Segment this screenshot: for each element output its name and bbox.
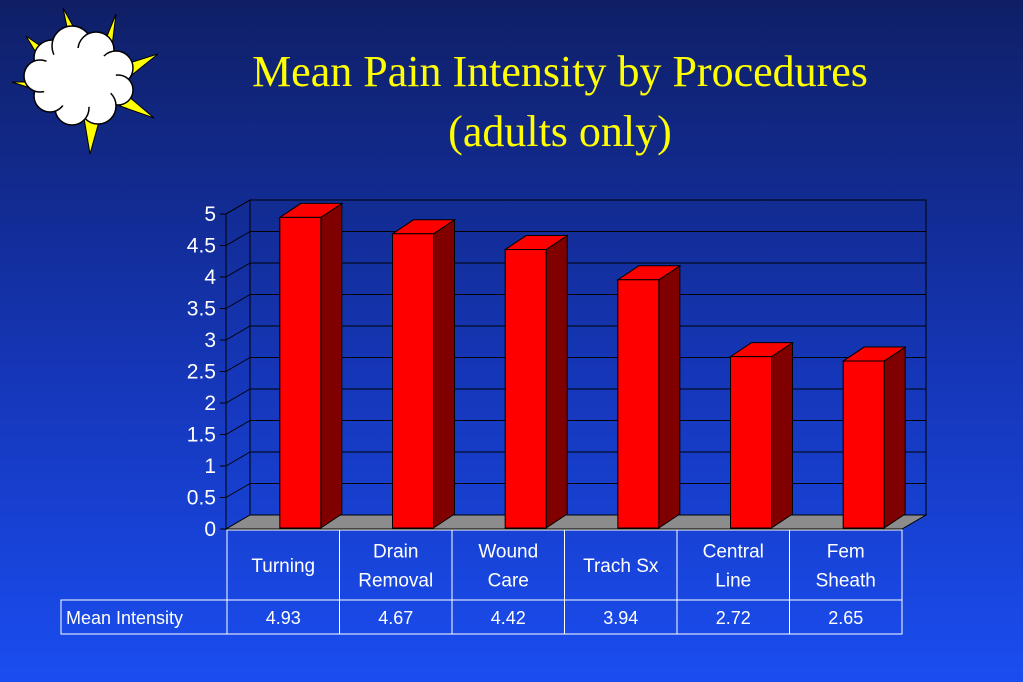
chart-title-line1: Mean Pain Intensity by Procedures xyxy=(252,47,868,96)
bar-front xyxy=(730,356,772,529)
bar-front xyxy=(392,233,434,529)
data-label: 4.42 xyxy=(491,608,526,628)
category-label: Line xyxy=(715,571,751,592)
y-tick-label: 0 xyxy=(204,518,216,541)
y-tick-label: 2.5 xyxy=(187,361,216,384)
data-label: 2.65 xyxy=(828,608,863,628)
y-tick-label: 4 xyxy=(204,266,216,289)
gridline-side xyxy=(225,199,251,215)
bar xyxy=(503,234,569,529)
y-tick-label: 1 xyxy=(204,455,216,478)
data-label: 2.72 xyxy=(716,608,751,628)
bar-front xyxy=(842,360,885,529)
chart-title: Mean Pain Intensity by Procedures (adult… xyxy=(150,42,970,162)
gridline-side xyxy=(225,262,251,278)
gridline-side xyxy=(225,483,251,498)
category-label: Fem xyxy=(827,542,865,563)
gridline-side xyxy=(225,388,251,404)
category-label: Turning xyxy=(251,556,315,577)
category-label: Trach Sx xyxy=(583,556,659,577)
bar-side xyxy=(320,202,343,529)
bar-side xyxy=(771,341,793,529)
chart-title-line2: (adults only) xyxy=(448,107,672,156)
bar-front xyxy=(279,216,322,529)
category-label: Wound xyxy=(478,542,538,563)
category-label: Care xyxy=(488,571,529,592)
y-tick-label: 4.5 xyxy=(187,235,216,258)
sun-cloud-icon xyxy=(11,7,158,155)
bar xyxy=(841,346,907,529)
category-label: Central xyxy=(703,542,764,563)
bar-front xyxy=(504,249,547,529)
data-label: 4.67 xyxy=(378,608,413,628)
bar-front xyxy=(617,279,660,529)
gridline-side xyxy=(225,294,251,309)
data-label: 3.94 xyxy=(603,608,638,628)
bar-side xyxy=(658,264,681,529)
gridline-side xyxy=(225,420,251,435)
y-tick-label: 3.5 xyxy=(187,298,216,321)
bar xyxy=(728,341,795,529)
y-tick-label: 0.5 xyxy=(187,487,216,510)
y-tick-label: 1.5 xyxy=(187,424,216,447)
category-label: Removal xyxy=(358,571,433,592)
data-table-label-cell xyxy=(60,599,228,635)
bar-side xyxy=(433,218,455,529)
gridline-side xyxy=(225,357,251,372)
y-tick-label: 2 xyxy=(204,392,216,415)
data-label: 4.93 xyxy=(266,608,301,628)
gridline-side xyxy=(225,231,251,246)
bar xyxy=(616,264,682,529)
gridline-side xyxy=(225,325,251,341)
gridline-side xyxy=(225,451,251,467)
series-label: Mean Intensity xyxy=(66,608,183,628)
category-label: Drain xyxy=(373,542,418,563)
y-tick-label: 5 xyxy=(204,203,216,226)
bar-side xyxy=(883,346,906,529)
bar xyxy=(278,202,344,529)
bar-side xyxy=(545,234,568,529)
category-label: Sheath xyxy=(816,571,876,592)
bar xyxy=(390,218,457,529)
y-tick-label: 3 xyxy=(204,329,216,352)
